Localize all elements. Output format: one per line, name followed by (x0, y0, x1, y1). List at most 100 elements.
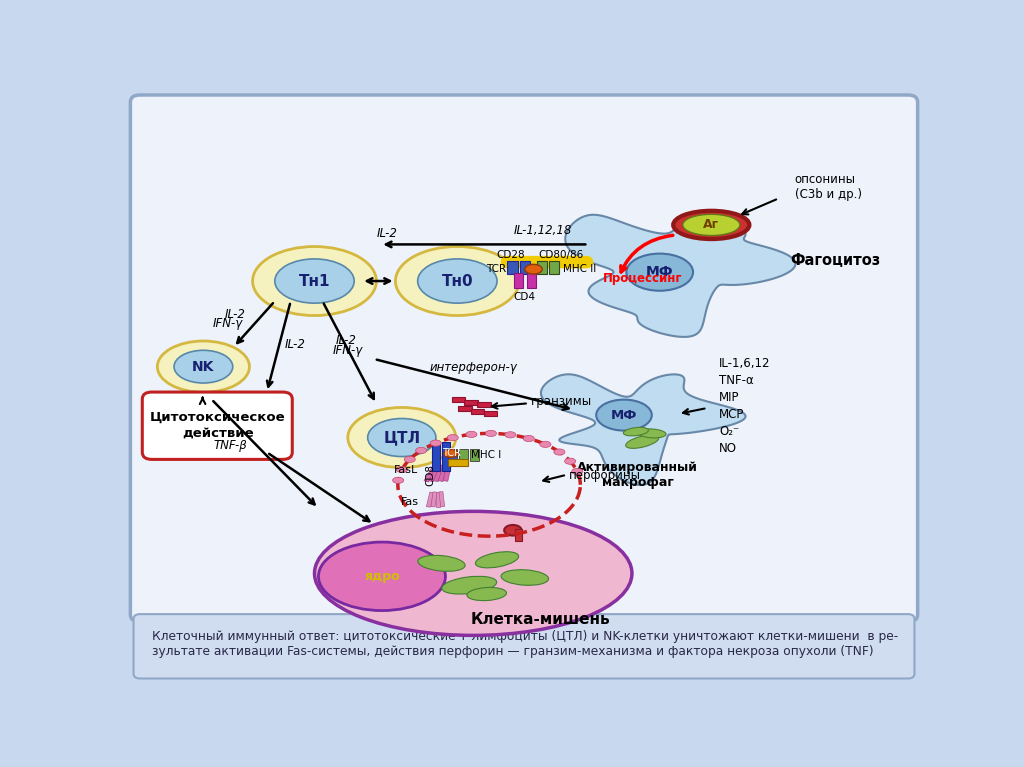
Bar (549, 261, 559, 274)
Text: Процессинг: Процессинг (602, 272, 682, 285)
Text: CD8: CD8 (425, 464, 435, 486)
Ellipse shape (404, 456, 416, 463)
Text: TNF-β: TNF-β (213, 439, 247, 452)
Bar (465, 400, 478, 405)
Text: ЦТЛ: ЦТЛ (383, 430, 421, 445)
Bar (537, 261, 547, 274)
Bar (442, 442, 451, 471)
Text: CD80/86: CD80/86 (538, 250, 583, 260)
Text: IL-2: IL-2 (224, 308, 246, 321)
Text: IL-1,6,12
TNF-α
MIP
MCP
O₂⁻
NO: IL-1,6,12 TNF-α MIP MCP O₂⁻ NO (719, 357, 771, 456)
Bar (452, 397, 465, 402)
Ellipse shape (624, 427, 648, 436)
Ellipse shape (395, 246, 519, 315)
Text: IFN-γ: IFN-γ (213, 317, 243, 330)
Bar (470, 449, 479, 460)
Ellipse shape (253, 246, 377, 315)
Ellipse shape (416, 447, 427, 453)
Text: Тн0: Тн0 (441, 274, 473, 288)
Bar (447, 449, 457, 460)
Bar (429, 465, 441, 482)
Text: Аг: Аг (703, 219, 719, 232)
Text: TCR: TCR (485, 264, 506, 274)
Ellipse shape (571, 469, 583, 475)
Bar (436, 492, 440, 507)
Bar (438, 465, 449, 482)
Text: NK: NK (193, 360, 215, 374)
Bar (520, 261, 530, 274)
Bar (426, 492, 434, 507)
Text: CD4: CD4 (514, 291, 536, 301)
Bar (527, 273, 536, 288)
Polygon shape (565, 215, 796, 337)
Ellipse shape (396, 466, 408, 472)
Bar (507, 261, 518, 274)
Bar (433, 465, 444, 482)
FancyBboxPatch shape (130, 95, 918, 622)
Ellipse shape (627, 254, 693, 291)
Ellipse shape (485, 430, 497, 436)
Ellipse shape (418, 555, 465, 571)
Text: Fas: Fas (400, 497, 419, 507)
Ellipse shape (441, 576, 497, 594)
Text: IFN-γ: IFN-γ (333, 344, 362, 357)
Bar (447, 459, 468, 466)
Text: Тн1: Тн1 (299, 274, 331, 288)
Ellipse shape (540, 441, 551, 447)
FancyBboxPatch shape (142, 392, 292, 459)
Ellipse shape (554, 449, 565, 455)
Text: перфорины: перфорины (568, 469, 640, 482)
Bar (459, 449, 468, 460)
Ellipse shape (523, 436, 535, 442)
Ellipse shape (466, 431, 477, 437)
Text: Фагоцитоз: Фагоцитоз (791, 253, 881, 268)
Ellipse shape (443, 449, 458, 457)
Ellipse shape (314, 512, 632, 635)
Bar (471, 409, 484, 414)
Ellipse shape (626, 435, 658, 449)
Ellipse shape (638, 429, 666, 438)
Ellipse shape (596, 400, 651, 430)
Ellipse shape (475, 551, 518, 568)
Text: Цитотоксическое
действие: Цитотоксическое действие (150, 411, 286, 439)
Ellipse shape (368, 419, 436, 456)
Text: CD28: CD28 (497, 250, 525, 260)
Ellipse shape (392, 477, 403, 483)
Text: MHC II: MHC II (563, 264, 596, 274)
Text: интерферон-γ: интерферон-γ (429, 361, 517, 374)
Bar (432, 442, 440, 471)
Ellipse shape (348, 407, 456, 468)
Ellipse shape (467, 588, 507, 601)
Text: IL-2: IL-2 (336, 334, 356, 347)
Ellipse shape (447, 435, 459, 441)
Text: МФ: МФ (610, 409, 637, 422)
Ellipse shape (318, 542, 445, 611)
Ellipse shape (525, 265, 543, 274)
Ellipse shape (673, 211, 750, 239)
Bar (483, 411, 497, 416)
Bar (515, 529, 521, 541)
Text: Клетка-мишень: Клетка-мишень (471, 612, 610, 627)
Polygon shape (541, 374, 745, 485)
Ellipse shape (174, 351, 232, 383)
Text: МФ: МФ (646, 265, 674, 279)
Text: IL-2: IL-2 (377, 227, 397, 239)
Bar (514, 273, 523, 288)
Ellipse shape (564, 458, 575, 464)
Text: ядро: ядро (365, 570, 399, 583)
Bar (424, 466, 437, 482)
Ellipse shape (418, 259, 497, 303)
Ellipse shape (430, 440, 441, 446)
Bar (439, 492, 444, 507)
Ellipse shape (505, 432, 516, 438)
Text: FasL: FasL (394, 465, 419, 475)
Bar (443, 464, 452, 481)
Bar (431, 492, 437, 507)
Ellipse shape (501, 570, 549, 585)
Text: Активированный
макрофаг: Активированный макрофаг (578, 461, 698, 489)
Text: гранзимы: гранзимы (531, 395, 592, 408)
Ellipse shape (683, 214, 740, 235)
Ellipse shape (158, 341, 250, 393)
Text: MHC I: MHC I (471, 449, 501, 459)
Bar (477, 401, 490, 407)
